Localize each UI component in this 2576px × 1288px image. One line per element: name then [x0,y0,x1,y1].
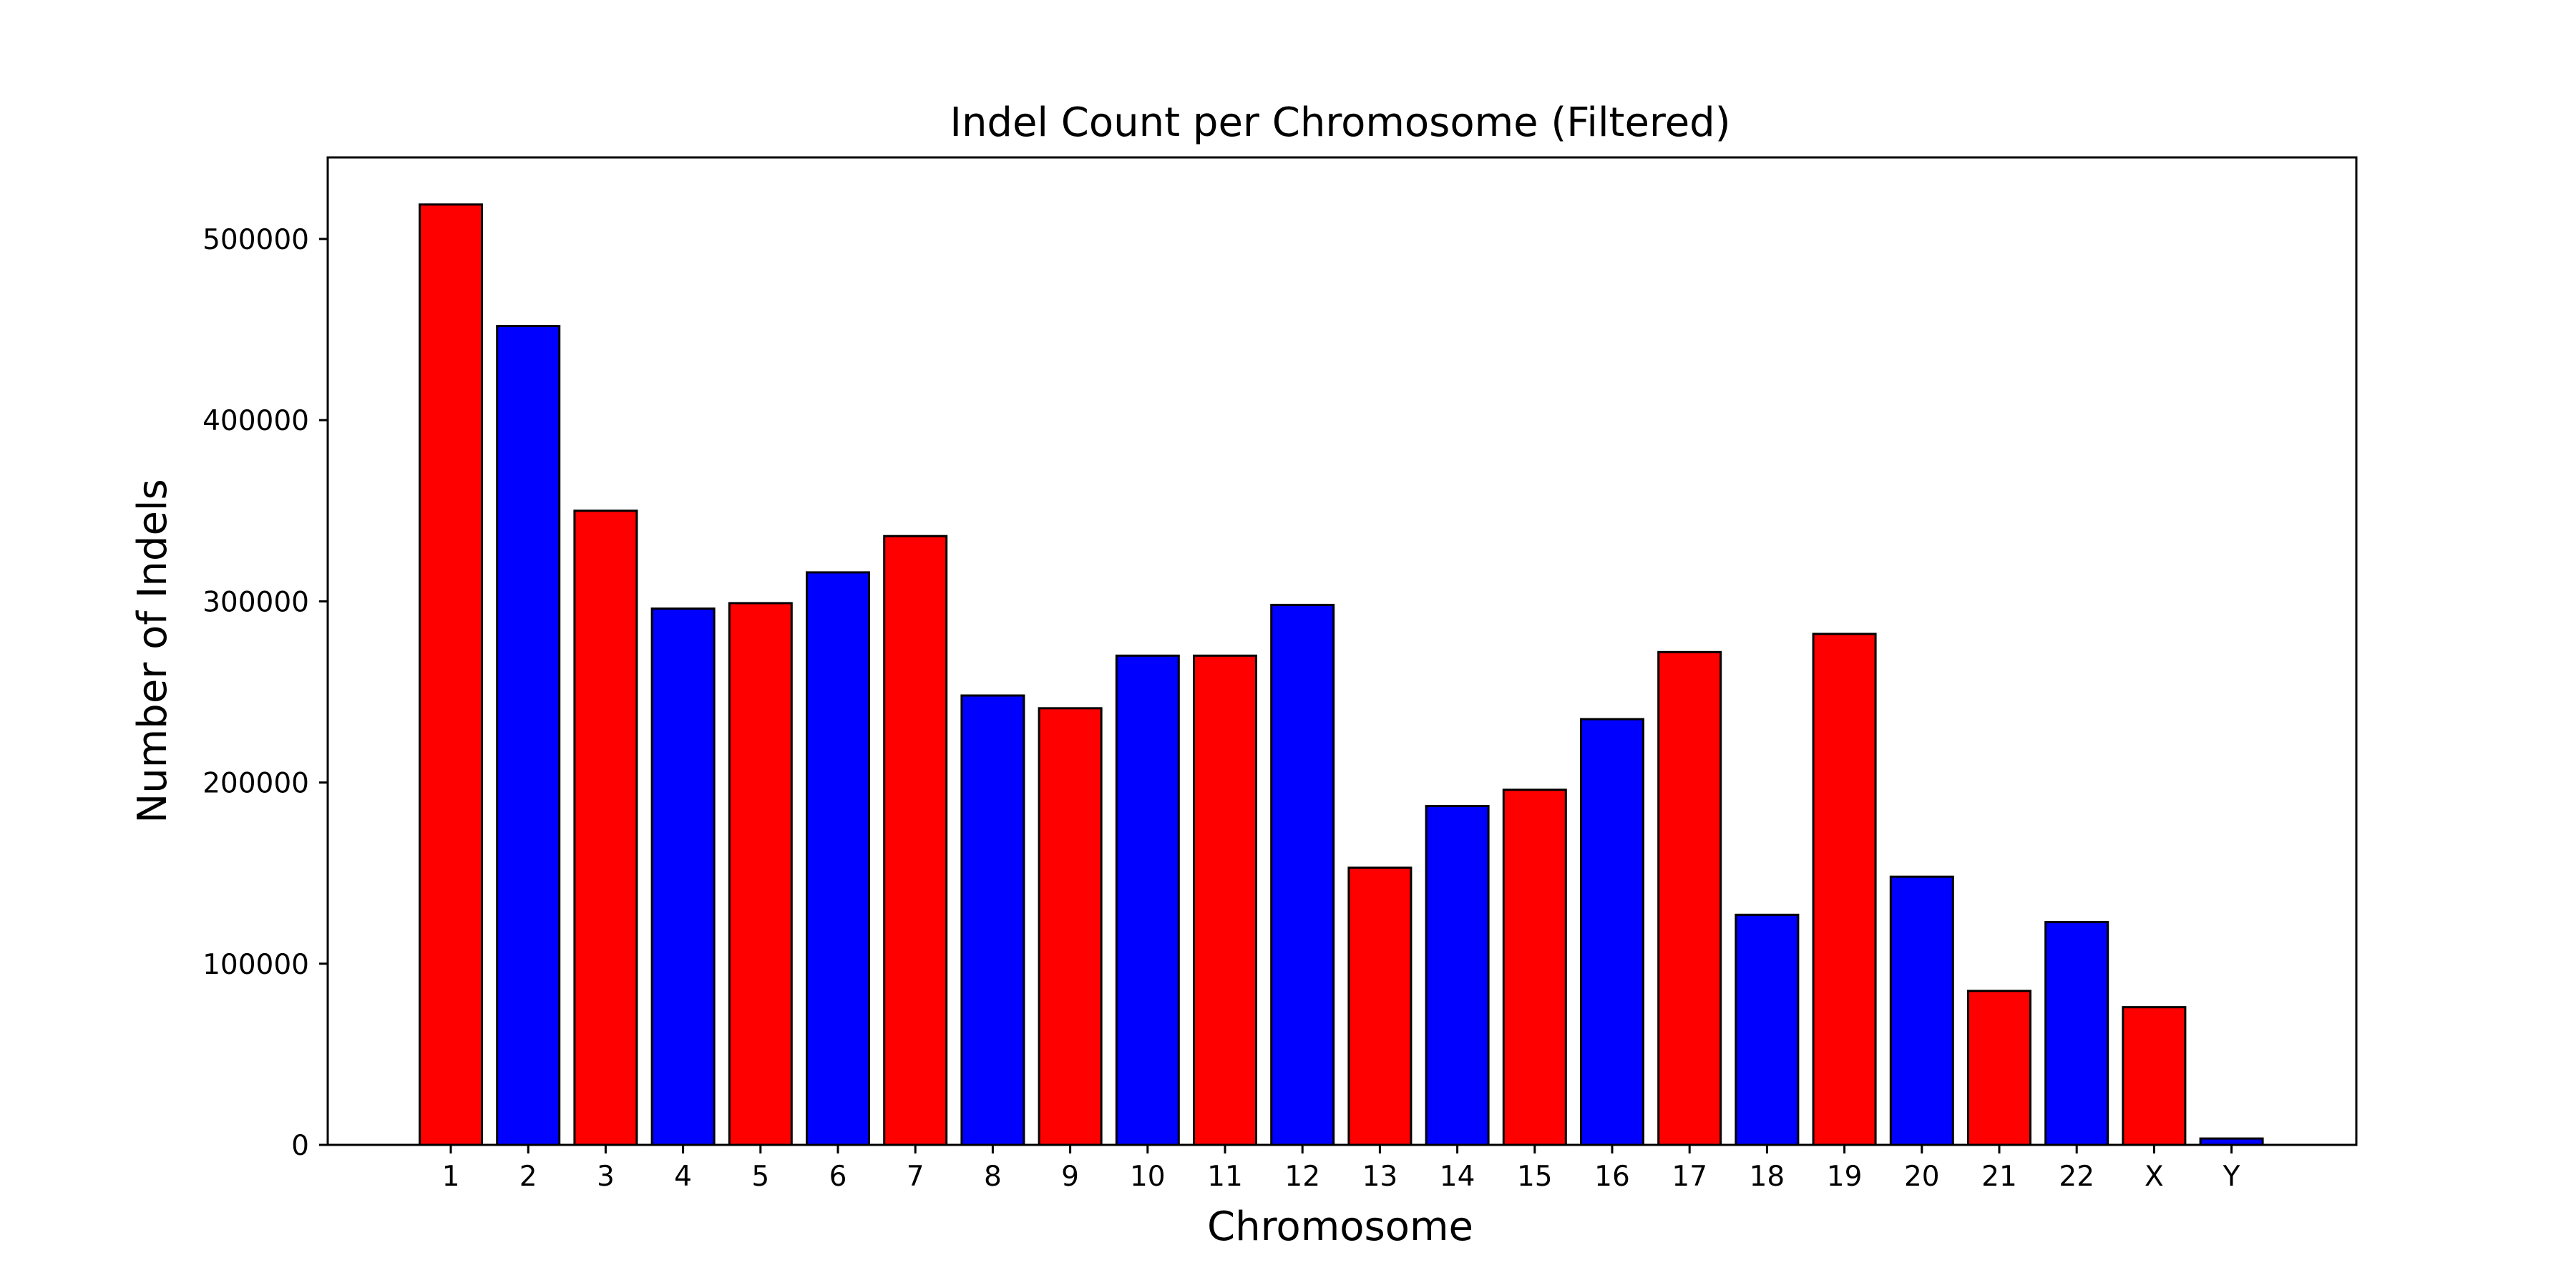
x-tick-label: 3 [597,1161,615,1193]
chart-title: Indel Count per Chromosome (Filtered) [950,99,1730,146]
y-tick-label: 500000 [203,224,309,256]
bar-chr-11 [1194,655,1257,1145]
bar-chr-14 [1426,806,1488,1146]
bar-chr-8 [962,696,1024,1145]
bars-group [420,205,2263,1145]
x-tick-label: 17 [1672,1161,1707,1193]
x-tick-label: 18 [1750,1161,1785,1193]
x-tick-label: 15 [1517,1161,1553,1193]
y-tick-label: 100000 [203,949,309,981]
y-tick-label: 300000 [203,586,309,618]
bar-chr-22 [2046,922,2108,1145]
x-tick-label: 10 [1130,1161,1166,1193]
y-axis-label: Number of Indels [130,479,176,823]
x-tick-label: 22 [2059,1161,2094,1193]
x-tick-label: 1 [442,1161,460,1193]
bar-chr-15 [1503,790,1566,1145]
bar-chr-16 [1581,719,1644,1145]
x-tick-label: X [2145,1161,2164,1193]
bar-chr-2 [497,326,560,1146]
bar-chr-X [2123,1008,2185,1145]
x-tick-label: 8 [984,1161,1002,1193]
x-tick-label: 9 [1061,1161,1079,1193]
x-tick-label: 11 [1207,1161,1243,1193]
bar-chr-6 [807,572,869,1145]
bar-chr-3 [575,511,637,1145]
x-tick-label: 4 [674,1161,692,1193]
x-tick-label: Y [2223,1161,2240,1193]
x-axis-ticks: 1 2 3 4 5 6 7 8 9 10 11 12 13 14 15 16 17 18 19 20 21 22 X Y [442,1145,2240,1193]
y-tick-label: 200000 [203,768,309,800]
x-tick-label: 5 [751,1161,769,1193]
y-axis-ticks: 0 100000 200000 300000 400000 500000 [203,224,328,1162]
x-tick-label: 2 [519,1161,537,1193]
bar-chr-18 [1736,914,1798,1145]
x-axis-label: Chromosome [1207,1204,1473,1250]
x-tick-label: 7 [907,1161,924,1193]
y-tick-label: 400000 [203,405,309,437]
bar-chr-1 [420,205,482,1145]
bar-chr-12 [1272,605,1334,1145]
bar-chr-5 [729,603,791,1145]
bar-chr-13 [1349,868,1411,1145]
bar-chr-19 [1813,634,1875,1145]
x-tick-label: 13 [1362,1161,1398,1193]
bar-chr-17 [1659,652,1721,1145]
x-tick-label: 12 [1284,1161,1320,1193]
x-tick-label: 21 [1981,1161,2017,1193]
x-tick-label: 19 [1827,1161,1863,1193]
x-tick-label: 6 [829,1161,847,1193]
bar-chr-7 [884,536,947,1145]
x-tick-label: 16 [1594,1161,1630,1193]
bar-chr-9 [1039,708,1101,1145]
x-tick-label: 14 [1440,1161,1475,1193]
y-tick-label: 0 [291,1130,309,1162]
bar-chr-4 [652,609,714,1146]
x-tick-label: 20 [1904,1161,1940,1193]
bar-chr-10 [1116,655,1179,1145]
bar-chr-21 [1968,991,2031,1145]
bar-chr-20 [1890,877,1953,1145]
